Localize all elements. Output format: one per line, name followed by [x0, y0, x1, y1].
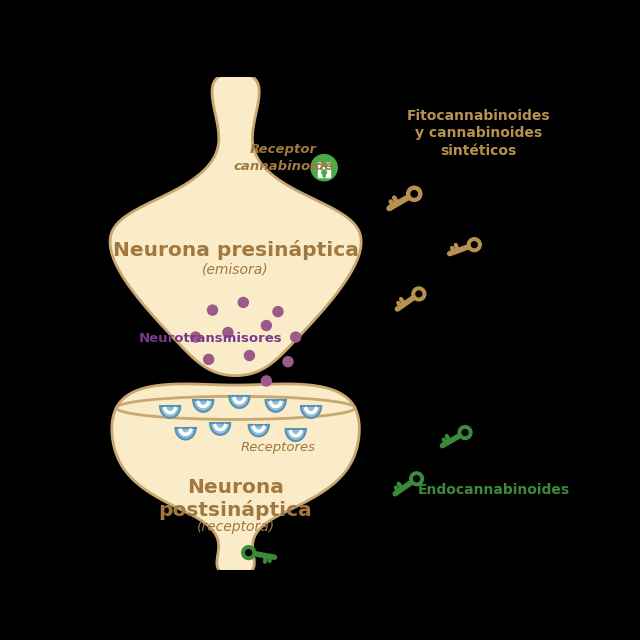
Circle shape	[291, 332, 301, 342]
Polygon shape	[323, 172, 325, 177]
Circle shape	[406, 186, 422, 202]
Polygon shape	[230, 396, 250, 408]
Circle shape	[311, 155, 337, 180]
Polygon shape	[160, 406, 180, 418]
Circle shape	[191, 332, 200, 342]
Polygon shape	[318, 168, 330, 177]
Text: Fitocannabinoides
y cannabinoides
sintéticos: Fitocannabinoides y cannabinoides sintét…	[406, 109, 550, 157]
Text: Endocannabinoides: Endocannabinoides	[417, 483, 570, 497]
Polygon shape	[249, 425, 269, 436]
Text: Neurona
postsináptica: Neurona postsináptica	[159, 477, 312, 520]
Text: (receptora): (receptora)	[196, 520, 275, 534]
Circle shape	[412, 287, 426, 301]
Circle shape	[458, 426, 472, 440]
Circle shape	[244, 351, 255, 360]
Circle shape	[411, 191, 417, 197]
Text: Neurotransmisores: Neurotransmisores	[139, 332, 283, 345]
Text: (emisora): (emisora)	[202, 262, 269, 276]
Circle shape	[261, 376, 271, 386]
Circle shape	[242, 546, 255, 559]
Polygon shape	[110, 72, 361, 376]
Circle shape	[246, 550, 252, 556]
Circle shape	[472, 242, 477, 248]
Circle shape	[273, 307, 283, 317]
Circle shape	[416, 291, 422, 297]
Circle shape	[204, 355, 214, 364]
Text: Receptor
cannabinoide: Receptor cannabinoide	[233, 143, 333, 173]
Polygon shape	[112, 384, 359, 576]
Polygon shape	[175, 428, 196, 440]
Circle shape	[238, 298, 248, 307]
Circle shape	[261, 321, 271, 330]
Circle shape	[467, 237, 481, 252]
Text: Neurona presináptica: Neurona presináptica	[113, 240, 358, 260]
Polygon shape	[193, 400, 213, 412]
Circle shape	[413, 476, 419, 482]
Polygon shape	[285, 429, 306, 441]
Circle shape	[223, 328, 233, 337]
Circle shape	[207, 305, 218, 315]
Text: Receptores: Receptores	[241, 442, 316, 454]
Polygon shape	[210, 423, 230, 435]
Circle shape	[322, 170, 326, 175]
Polygon shape	[266, 400, 285, 412]
Polygon shape	[301, 406, 321, 418]
Ellipse shape	[116, 396, 355, 419]
Circle shape	[283, 356, 293, 367]
Circle shape	[410, 472, 424, 486]
Circle shape	[462, 429, 468, 435]
